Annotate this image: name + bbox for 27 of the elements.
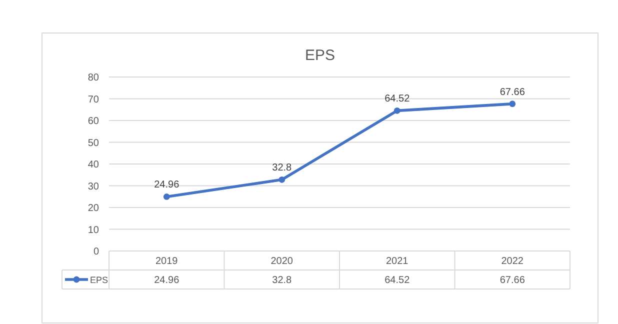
data-label: 32.8 xyxy=(272,162,292,174)
data-label: 24.96 xyxy=(154,180,180,191)
legend-label: EPS xyxy=(90,275,108,285)
text: 32.8 xyxy=(272,275,292,286)
y-tick-label: 20 xyxy=(88,203,100,214)
data-label: 64.52 xyxy=(384,94,410,105)
y-tick-label: 40 xyxy=(88,160,100,170)
y-tick-label: 80 xyxy=(88,72,100,84)
y-tick-label: 70 xyxy=(88,94,100,106)
point xyxy=(509,100,516,108)
y-tick-label: 10 xyxy=(88,224,100,236)
y-tick-label: 60 xyxy=(88,116,100,127)
y-tick-label: 50 xyxy=(88,138,100,149)
text: 67.66 xyxy=(500,275,526,286)
point xyxy=(394,107,400,114)
data-label: 67.66 xyxy=(500,86,526,98)
x-tick-label: 2020 xyxy=(270,256,294,267)
x-tick-label: 2021 xyxy=(386,256,409,267)
x-tick-label: 2022 xyxy=(501,256,524,267)
y-tick-label: 0 xyxy=(93,246,100,258)
x-tick-label: 2019 xyxy=(156,256,178,267)
y-tick-label: 30 xyxy=(88,181,100,192)
point xyxy=(278,176,286,183)
point xyxy=(163,194,170,200)
chart-title: EPS xyxy=(304,47,336,64)
text: 64.52 xyxy=(384,275,410,286)
text: 24.96 xyxy=(154,275,180,286)
